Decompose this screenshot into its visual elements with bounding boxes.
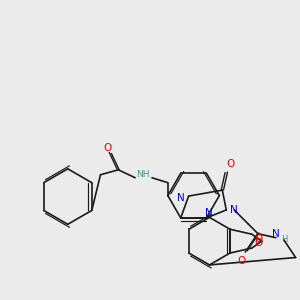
Text: N: N <box>272 229 280 239</box>
Text: O: O <box>255 234 263 244</box>
Text: O: O <box>255 238 263 248</box>
Text: N: N <box>177 193 184 203</box>
Text: N: N <box>205 208 212 218</box>
Text: O: O <box>226 159 234 170</box>
Text: NH: NH <box>136 170 150 179</box>
Text: O: O <box>103 143 112 153</box>
Text: H: H <box>281 235 287 244</box>
Text: O: O <box>237 256 245 266</box>
Text: N: N <box>230 205 238 215</box>
